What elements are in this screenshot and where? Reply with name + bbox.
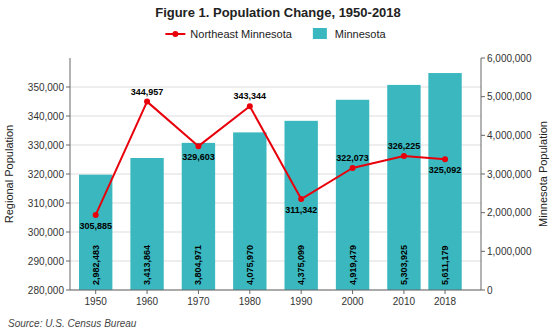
- title: Figure 1. Population Change, 1950-2018: [155, 5, 401, 20]
- y-tick: [66, 145, 70, 146]
- chart: Figure 1. Population Change, 1950-2018 2,…: [0, 0, 556, 335]
- bar: [428, 73, 461, 290]
- legend-item: Northeast Minnesota: [165, 28, 292, 40]
- bar-label: 2,982,483: [91, 245, 101, 285]
- x-tick: [147, 290, 148, 294]
- line-label: 322,073: [336, 153, 369, 163]
- y-tick-label: 320,000: [28, 169, 65, 180]
- y2-tick-label: 2,000,000: [487, 207, 532, 218]
- y-tick: [66, 232, 70, 233]
- y-tick-label: 330,000: [28, 140, 65, 151]
- y-tick-label: 340,000: [28, 111, 65, 122]
- bar-label: 5,303,925: [399, 245, 409, 285]
- bar: [79, 175, 112, 290]
- x-tick-label: 1980: [239, 296, 262, 307]
- x-axis-line: [70, 290, 481, 291]
- x-tick-label: 2000: [341, 296, 364, 307]
- bar-label: 5,611,179: [440, 245, 450, 285]
- line-label: 311,342: [285, 205, 317, 215]
- y-tick: [66, 290, 70, 291]
- bar-label: 3,413,864: [142, 245, 152, 285]
- x-tick-label: 1960: [136, 296, 159, 307]
- y-tick: [66, 87, 70, 88]
- y2-tick: [481, 135, 485, 136]
- y-tick-label: 350,000: [28, 82, 65, 93]
- y2-tick: [481, 96, 485, 97]
- x-tick: [403, 290, 404, 294]
- y-tick-label: 280,000: [28, 285, 65, 296]
- y2-tick-label: 0: [487, 285, 493, 296]
- line-label: 325,092: [429, 165, 462, 175]
- y2-tick: [481, 58, 485, 59]
- x-tick-label: 1950: [85, 296, 108, 307]
- bar-label: 4,075,970: [245, 245, 255, 285]
- line: [96, 102, 445, 215]
- grid-line: [70, 290, 481, 291]
- bar: [233, 132, 266, 290]
- x-tick-label: 2010: [393, 296, 416, 307]
- y2-tick-label: 3,000,000: [487, 169, 532, 180]
- bar: [336, 100, 369, 290]
- x-tick: [95, 290, 96, 294]
- x-tick: [198, 290, 199, 294]
- line-label: 305,885: [79, 221, 112, 231]
- legend-swatch: [172, 31, 178, 37]
- bar-label: 4,919,479: [348, 245, 358, 285]
- y-tick: [66, 203, 70, 204]
- bar-label: 3,804,971: [193, 245, 203, 285]
- source: Source: U.S. Census Bureau: [8, 318, 137, 329]
- y2-tick-label: 1,000,000: [487, 246, 532, 257]
- x-tick: [249, 290, 250, 294]
- line-marker: [195, 143, 201, 149]
- legend-swatch: [313, 28, 327, 39]
- bar: [284, 121, 317, 290]
- y-tick-label: 310,000: [28, 198, 65, 209]
- legend: Northeast Minnesota Minnesota: [165, 28, 386, 40]
- line-label: 326,225: [388, 141, 421, 151]
- line-marker: [93, 212, 99, 218]
- x-tick-label: 1990: [290, 296, 313, 307]
- y-tick-label: 300,000: [28, 227, 65, 238]
- line-marker: [442, 156, 448, 162]
- x-tick: [301, 290, 302, 294]
- line-label: 343,344: [234, 91, 267, 101]
- y2-tick-label: 6,000,000: [487, 53, 532, 64]
- y2-tick-label: 4,000,000: [487, 130, 532, 141]
- bar: [130, 158, 163, 290]
- y-tick: [66, 174, 70, 175]
- y2-tick: [481, 174, 485, 175]
- y-tick: [66, 116, 70, 117]
- bar: [387, 85, 420, 290]
- y2-tick-label: 5,000,000: [487, 91, 532, 102]
- plot-marks: [79, 73, 462, 290]
- line-marker: [298, 196, 304, 202]
- line-label: 329,603: [182, 152, 215, 162]
- x-tick-label: 2018: [434, 296, 457, 307]
- data-labels: 2,982,483 3,413,864 3,804,971 4,075,970 4,37…: [79, 87, 461, 285]
- legend-item: Minnesota: [313, 28, 387, 40]
- x-tick: [445, 290, 446, 294]
- line-marker: [144, 99, 150, 105]
- line-marker: [247, 103, 253, 109]
- line-label: 344,957: [131, 87, 164, 97]
- y-tick: [66, 261, 70, 262]
- bar-label: 4,375,099: [296, 245, 306, 285]
- y2-tick: [481, 290, 485, 291]
- y2-tick: [481, 251, 485, 252]
- legend-label: Minnesota: [335, 28, 387, 40]
- line-marker: [350, 165, 356, 171]
- line-marker: [401, 153, 407, 159]
- bar: [182, 143, 215, 290]
- y2-tick: [481, 212, 485, 213]
- legend-label: Northeast Minnesota: [190, 28, 292, 40]
- y-tick-label: 290,000: [28, 256, 65, 267]
- y-axis-label: Regional Population: [3, 125, 15, 223]
- y2-axis-label: Minnesota Population: [537, 121, 549, 227]
- x-tick: [352, 290, 353, 294]
- x-tick-label: 1970: [187, 296, 210, 307]
